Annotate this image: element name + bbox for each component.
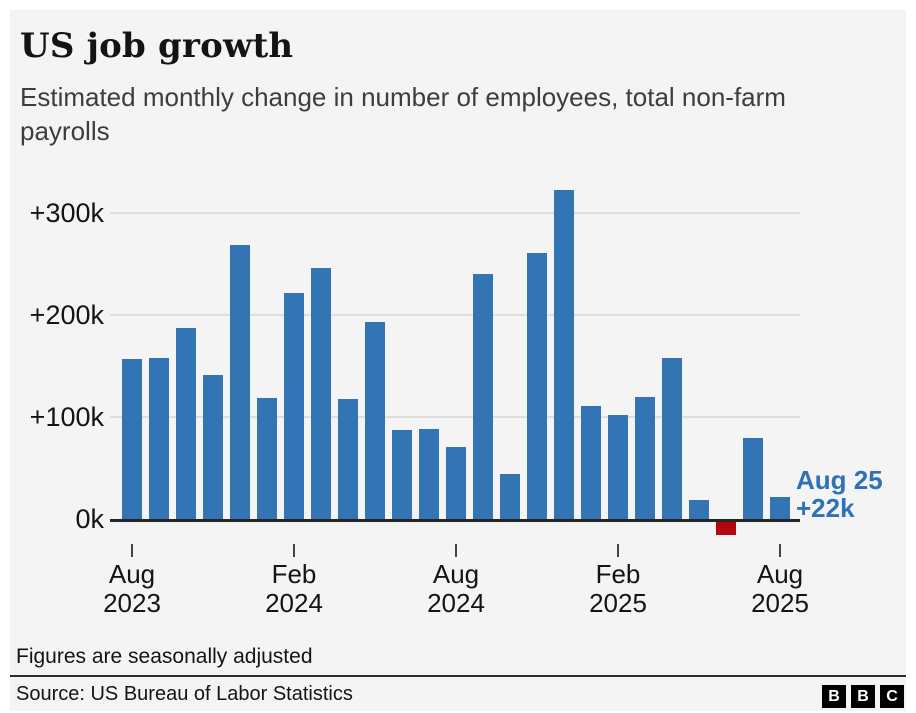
bar-nov-2024 bbox=[527, 253, 547, 519]
annotation-date: Aug 25 bbox=[796, 465, 883, 495]
bar-apr-2025 bbox=[662, 358, 682, 519]
x-axis-tick-feb2025 bbox=[617, 544, 619, 557]
bar-aug-2024 bbox=[446, 447, 466, 519]
footer-divider bbox=[10, 675, 906, 677]
bar-jan-2024 bbox=[257, 398, 277, 519]
chart-subtitle: Estimated monthly change in number of em… bbox=[20, 82, 786, 147]
bar-jan-2025 bbox=[581, 406, 601, 519]
x-axis-tick-aug2023 bbox=[131, 544, 133, 557]
x-axis-tick-feb2024 bbox=[293, 544, 295, 557]
x-axis-tick-aug2025 bbox=[779, 544, 781, 557]
bar-feb-2025 bbox=[608, 415, 628, 519]
bbc-logo-block-b2: B bbox=[851, 685, 875, 708]
y-gridline-300 bbox=[110, 212, 800, 214]
source-credit: Source: US Bureau of Labor Statistics bbox=[16, 683, 353, 705]
bar-dec-2023 bbox=[230, 245, 250, 519]
x-axis-label-feb2025: Feb 2025 bbox=[589, 559, 647, 619]
bar-feb-2024 bbox=[284, 293, 304, 519]
bar-jul-2025 bbox=[743, 438, 763, 519]
y-axis-label-300: +300k bbox=[29, 198, 104, 228]
bbc-logo: B B C bbox=[822, 685, 904, 708]
x-axis-label-aug2023: Aug 2023 bbox=[103, 559, 161, 619]
bar-jun-2025 bbox=[716, 522, 736, 535]
annotation-value: +22k bbox=[796, 493, 855, 524]
bbc-logo-block-b1: B bbox=[822, 685, 846, 708]
bar-jul-2024 bbox=[419, 429, 439, 519]
bar-may-2024 bbox=[365, 322, 385, 519]
x-axis-baseline bbox=[110, 519, 800, 522]
bar-mar-2025 bbox=[635, 397, 655, 519]
x-axis-label-aug2025: Aug 2025 bbox=[751, 559, 809, 619]
bar-sep-2024 bbox=[473, 274, 493, 519]
bar-oct-2023 bbox=[176, 328, 196, 519]
bar-oct-2024 bbox=[500, 474, 520, 519]
y-gridline-100 bbox=[110, 416, 800, 418]
bar-mar-2024 bbox=[311, 268, 331, 519]
bar-jun-2024 bbox=[392, 430, 412, 519]
x-axis-label-aug2024: Aug 2024 bbox=[427, 559, 485, 619]
x-axis-tick-aug2024 bbox=[455, 544, 457, 557]
bar-apr-2024 bbox=[338, 399, 358, 519]
x-axis-label-feb2024: Feb 2024 bbox=[265, 559, 323, 619]
y-axis-label-100: +100k bbox=[29, 402, 104, 432]
bar-aug-2025 bbox=[770, 497, 790, 519]
y-axis-label-200: +200k bbox=[29, 300, 104, 330]
bar-may-2025 bbox=[689, 500, 709, 519]
bar-nov-2023 bbox=[203, 375, 223, 519]
bar-sep-2023 bbox=[149, 358, 169, 519]
y-axis-label-0: 0k bbox=[75, 504, 104, 534]
bbc-logo-block-c: C bbox=[880, 685, 904, 708]
bar-dec-2024 bbox=[554, 190, 574, 519]
chart-footnote: Figures are seasonally adjusted bbox=[16, 645, 313, 668]
chart-title: US job growth bbox=[20, 26, 294, 66]
y-gridline-200 bbox=[110, 314, 800, 316]
bar-aug-2023 bbox=[122, 359, 142, 519]
latest-value-annotation: Aug 25 +22k bbox=[796, 466, 914, 522]
